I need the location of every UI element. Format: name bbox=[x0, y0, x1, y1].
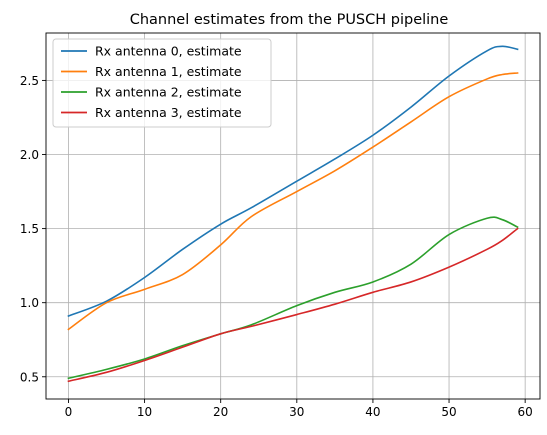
y-tick-label: 2.5 bbox=[20, 74, 39, 88]
y-tick-label: 2.0 bbox=[20, 148, 39, 162]
plot-area: 0 10 20 30 40 50 60 0.5 1.0 1.5 2.0 2.5 Rx antenna … bbox=[20, 32, 541, 419]
legend-box bbox=[52, 38, 272, 128]
x-tick-label: 50 bbox=[441, 405, 456, 419]
legend-label: Rx antenna 1, estimate bbox=[95, 64, 242, 79]
series-line-rx-antenna-1 bbox=[67, 72, 519, 331]
series-line-rx-antenna-3 bbox=[67, 227, 519, 383]
x-tick-label: 20 bbox=[213, 405, 228, 419]
x-tick-label: 0 bbox=[65, 405, 73, 419]
legend-label: Rx antenna 2, estimate bbox=[95, 85, 242, 100]
series-lines bbox=[67, 45, 519, 383]
y-tick-label: 1.0 bbox=[20, 296, 39, 310]
x-tick-label: 60 bbox=[518, 405, 533, 419]
series-line-rx-antenna-0 bbox=[67, 45, 519, 318]
chart-title: Channel estimates from the PUSCH pipelin… bbox=[130, 12, 449, 28]
legend-label: Rx antenna 0, estimate bbox=[95, 44, 242, 59]
x-tick-label: 40 bbox=[365, 405, 380, 419]
legend-label: Rx antenna 3, estimate bbox=[95, 105, 242, 120]
x-tick-label: 30 bbox=[289, 405, 304, 419]
y-tick-label: 1.5 bbox=[20, 222, 39, 236]
x-tick-label: 10 bbox=[137, 405, 152, 419]
axes: 0 10 20 30 40 50 60 0.5 1.0 1.5 2.0 2.5 bbox=[20, 32, 541, 419]
series-line-rx-antenna-2 bbox=[67, 216, 519, 380]
y-tick-label: 0.5 bbox=[20, 370, 39, 384]
axes-frame bbox=[45, 32, 541, 400]
legend: Rx antenna 0, estimate Rx antenna 1, esti… bbox=[52, 38, 272, 128]
